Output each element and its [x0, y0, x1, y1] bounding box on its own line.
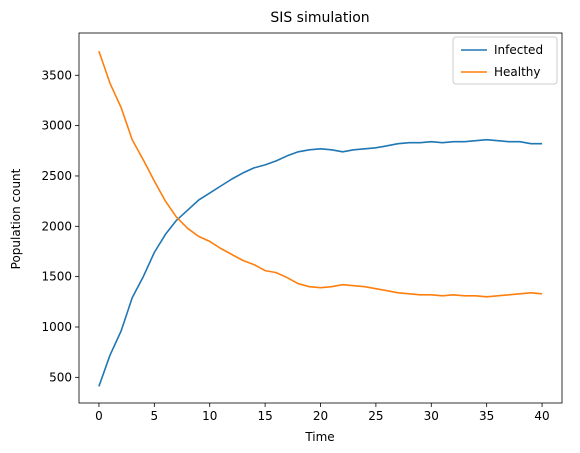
chart-title: SIS simulation: [270, 10, 369, 26]
x-tick-label: 20: [313, 409, 328, 423]
y-tick-label: 3500: [41, 68, 72, 82]
y-axis-label: Population count: [9, 168, 23, 269]
x-tick-label: 10: [202, 409, 217, 423]
y-axis-ticks: 500 1000 1500 2000 2500 3000 3500: [41, 68, 79, 384]
legend: Infected Healthy: [452, 36, 558, 85]
x-tick-label: 40: [534, 409, 549, 423]
series-line-infected: [98, 138, 543, 387]
x-axis-ticks: 0 5 10 15 20 25 30 35 40: [95, 403, 550, 423]
y-tick-label: 3000: [41, 119, 72, 133]
series-layer: [98, 50, 543, 387]
x-tick-label: 0: [95, 409, 103, 423]
y-tick-label: 1500: [41, 270, 72, 284]
y-tick-label: 2000: [41, 219, 72, 233]
x-tick-label: 30: [424, 409, 439, 423]
x-tick-label: 35: [479, 409, 494, 423]
x-tick-label: 5: [151, 409, 159, 423]
y-tick-label: 2500: [41, 169, 72, 183]
x-axis-label: Time: [304, 430, 334, 444]
x-tick-label: 15: [257, 409, 272, 423]
x-tick-label: 25: [368, 409, 383, 423]
y-tick-label: 500: [49, 370, 72, 384]
legend-label-healthy: Healthy: [494, 65, 541, 79]
series-line-healthy: [98, 50, 543, 298]
y-tick-label: 1000: [41, 320, 72, 334]
legend-label-infected: Infected: [494, 43, 543, 57]
